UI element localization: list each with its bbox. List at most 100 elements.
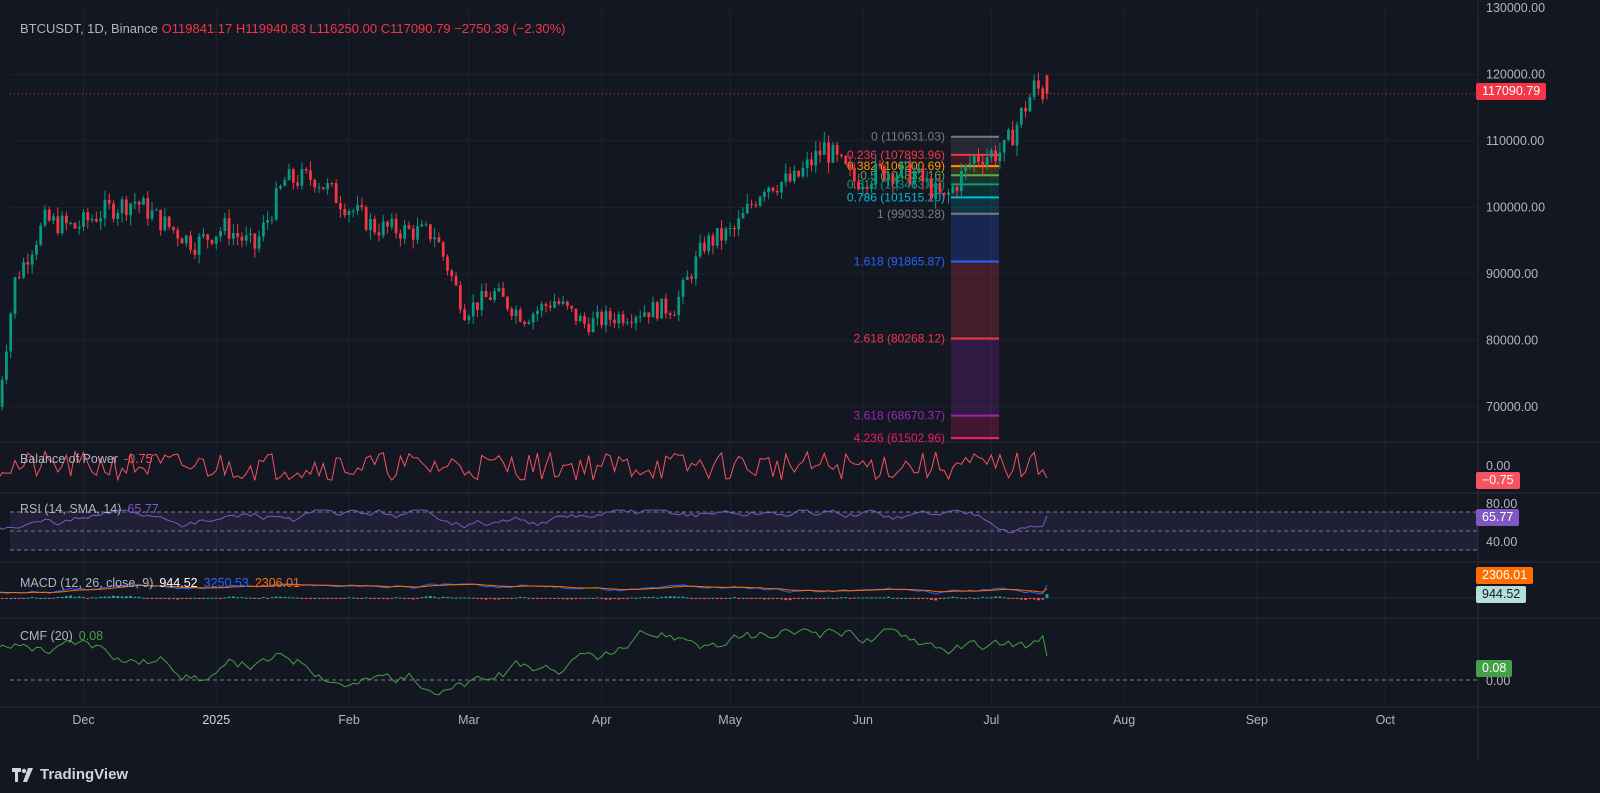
macd-bar	[655, 597, 659, 599]
candle-body	[313, 179, 317, 188]
macd-bar	[450, 597, 454, 599]
candle-body	[219, 231, 222, 237]
candle-body	[197, 236, 201, 255]
macd-signal-line	[0, 583, 1048, 594]
candle-body	[484, 291, 488, 298]
candle-body	[831, 144, 835, 163]
macd-bar	[904, 597, 908, 599]
macd-bar	[107, 596, 111, 598]
candle-body	[270, 219, 274, 221]
fib-zone	[951, 261, 999, 339]
macd-bar	[887, 596, 890, 598]
macd-bar	[1032, 598, 1036, 600]
macd-bar	[895, 598, 899, 599]
macd-bar	[694, 598, 698, 599]
macd-bar	[681, 596, 685, 598]
macd-bar	[270, 597, 274, 599]
candle-body	[540, 304, 544, 311]
candle-body	[1037, 80, 1040, 89]
macd-bar	[43, 597, 47, 599]
macd-bar	[484, 598, 488, 600]
candle-body	[416, 226, 419, 240]
macd-bar	[673, 596, 676, 598]
macd-bar	[399, 597, 402, 599]
candle-body	[1011, 129, 1015, 146]
candle-body	[968, 163, 972, 166]
candle-body	[895, 175, 899, 184]
macd-bar	[283, 596, 287, 598]
candle-body	[677, 296, 681, 316]
tradingview-logo[interactable]: TradingView	[12, 766, 128, 783]
time-axis-tick: Jun	[853, 713, 873, 727]
time-axis-tick: Oct	[1376, 713, 1396, 727]
macd-bar	[154, 598, 158, 599]
candle-body	[630, 322, 634, 324]
macd-bar	[326, 598, 329, 599]
macd-bar	[985, 597, 989, 599]
fib-zone	[951, 175, 999, 185]
macd-bar	[810, 598, 813, 599]
macd-bar	[506, 598, 509, 599]
macd-bar	[424, 596, 428, 598]
price-axis-tick: 80000.00	[1486, 333, 1538, 347]
candle-body	[13, 277, 17, 314]
candle-body	[681, 279, 685, 297]
macd-bar	[223, 597, 227, 599]
time-axis-tick: Mar	[458, 713, 480, 727]
candle-body	[497, 288, 501, 292]
macd-bar	[167, 598, 171, 600]
change-value: −2750.39 (−2.30%)	[454, 21, 566, 36]
macd-bar	[373, 598, 377, 599]
macd-bar	[403, 598, 407, 599]
macd-bar	[172, 598, 175, 599]
candle-body	[625, 322, 629, 324]
macd-bar	[964, 598, 968, 599]
candle-body	[1024, 108, 1027, 112]
macd-bar	[771, 598, 775, 599]
candle-body	[964, 165, 968, 171]
candle-body	[266, 220, 270, 223]
candle-body	[240, 236, 244, 241]
time-axis-tick: May	[718, 713, 742, 727]
macd-bar	[5, 598, 8, 599]
candle-body	[394, 218, 398, 234]
candle-body	[176, 229, 180, 239]
macd-bar	[553, 598, 556, 599]
macd-bar	[788, 598, 792, 601]
macd-bar	[99, 596, 103, 598]
macd-bar	[643, 596, 646, 598]
candle-body	[47, 209, 51, 221]
candle-body	[506, 296, 509, 309]
candle-body	[167, 216, 171, 227]
macd-bar	[557, 598, 561, 599]
candle-body	[518, 309, 522, 322]
candle-body	[574, 308, 578, 322]
candle-body	[510, 308, 514, 316]
macd-bar	[150, 598, 154, 600]
macd-bar	[64, 596, 68, 598]
macd-bar	[69, 595, 73, 598]
candle-body	[64, 215, 68, 224]
macd-bar	[934, 598, 938, 601]
macd-bar	[767, 598, 771, 600]
candle-body	[604, 311, 608, 326]
candle-body	[300, 169, 304, 186]
candle-body	[917, 167, 920, 173]
symbol-label: BTCUSDT, 1D, Binance	[20, 21, 158, 36]
candle-body	[1007, 129, 1010, 140]
macd-bar	[728, 597, 732, 599]
fib-zone	[951, 166, 999, 176]
candle-body	[977, 155, 980, 162]
tradingview-icon	[12, 767, 33, 782]
candle-body	[690, 276, 693, 279]
macd-bar	[660, 596, 663, 598]
macd-bar	[874, 597, 878, 599]
candle-body	[998, 152, 1002, 162]
macd-bar	[146, 598, 150, 599]
macd-bar	[1002, 597, 1006, 599]
macd-bar	[300, 598, 304, 599]
candle-body	[142, 198, 145, 205]
candle-body	[291, 169, 295, 183]
candle-body	[364, 207, 368, 231]
